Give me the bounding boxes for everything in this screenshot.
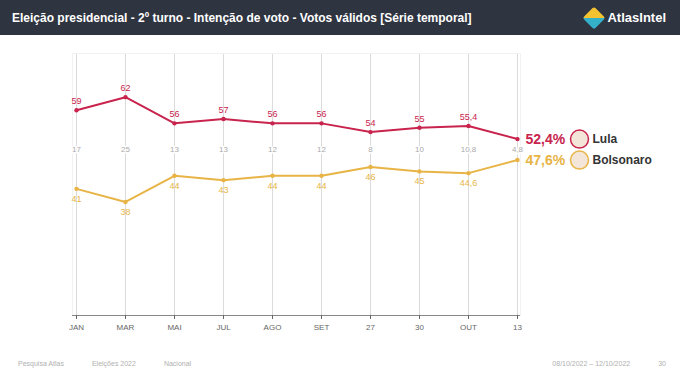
svg-text:62: 62 <box>120 83 130 93</box>
html-text:08/10/2022 – 12/10/2022: 08/10/2022 – 12/10/2022 <box>552 359 631 367</box>
svg-text:13: 13 <box>513 323 522 332</box>
html-text:Eleições 2022: Eleições 2022 <box>91 359 136 367</box>
svg-text:57: 57 <box>218 105 228 115</box>
svg-text:41: 41 <box>71 194 81 204</box>
svg-text:44,6: 44,6 <box>460 178 478 188</box>
svg-text:38: 38 <box>120 207 130 217</box>
svg-text:13: 13 <box>219 145 228 154</box>
svg-text:MAI: MAI <box>167 323 181 332</box>
svg-text:JUL: JUL <box>216 323 231 332</box>
svg-text:56: 56 <box>316 109 326 119</box>
html-text:30: 30 <box>658 359 666 367</box>
svg-text:10,8: 10,8 <box>461 145 477 154</box>
svg-text:54: 54 <box>365 118 375 128</box>
svg-text:27: 27 <box>366 323 375 332</box>
svg-text:JAN: JAN <box>69 323 84 332</box>
svg-text:Bolsonaro: Bolsonaro <box>593 153 652 167</box>
svg-text:43: 43 <box>218 185 228 195</box>
svg-text:47,6%: 47,6% <box>526 152 566 168</box>
svg-text:17: 17 <box>72 145 81 154</box>
svg-text:44: 44 <box>316 181 326 191</box>
svg-text:55,4: 55,4 <box>460 112 478 122</box>
svg-text:44: 44 <box>267 181 277 191</box>
svg-text:OUT: OUT <box>460 323 477 332</box>
svg-text:Lula: Lula <box>593 132 618 146</box>
svg-text:46: 46 <box>365 172 375 182</box>
html-text:AtlasIntel: AtlasIntel <box>607 10 666 25</box>
svg-text:MAR: MAR <box>117 323 135 332</box>
svg-text:30: 30 <box>415 323 424 332</box>
svg-text:52,4%: 52,4% <box>526 131 566 147</box>
svg-text:55: 55 <box>414 114 424 124</box>
svg-text:10: 10 <box>415 145 424 154</box>
svg-text:12: 12 <box>317 145 326 154</box>
svg-text:56: 56 <box>267 109 277 119</box>
svg-text:8: 8 <box>368 145 373 154</box>
svg-text:12: 12 <box>268 145 277 154</box>
svg-text:45: 45 <box>414 176 424 186</box>
svg-text:56: 56 <box>169 109 179 119</box>
svg-text:SET: SET <box>314 323 330 332</box>
svg-text:25: 25 <box>121 145 130 154</box>
svg-text:59: 59 <box>71 96 81 106</box>
html-text:Eleição presidencial - 2º turn: Eleição presidencial - 2º turno - Intenç… <box>12 10 472 25</box>
html-text:Nacional: Nacional <box>163 359 192 367</box>
html-text:Pesquisa Atlas: Pesquisa Atlas <box>18 359 64 367</box>
svg-text:AGO: AGO <box>264 323 282 332</box>
svg-text:4,8: 4,8 <box>512 145 524 154</box>
svg-text:44: 44 <box>169 181 179 191</box>
svg-text:13: 13 <box>170 145 179 154</box>
